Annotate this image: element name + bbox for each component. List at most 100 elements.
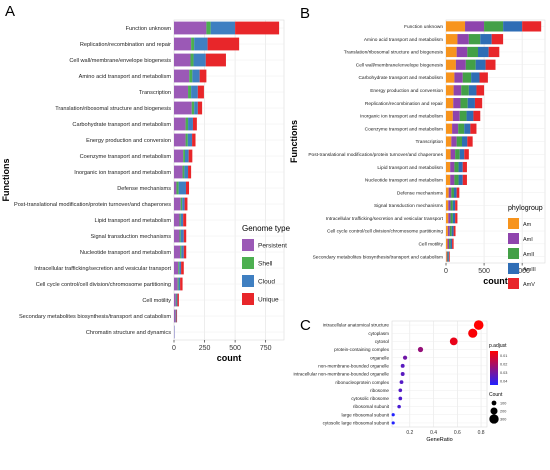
b-category-label: Intracellular trafficking/secretion and … <box>326 216 444 222</box>
a-bar-cloud-7 <box>187 133 193 147</box>
a-xlabel: count <box>217 353 242 363</box>
a-bar-persistent-6 <box>174 117 186 131</box>
b-bar-ami-9 <box>451 136 457 147</box>
a-category-label: Carbohydrate transport and metabolism <box>72 122 171 128</box>
b-legend-swatch-ami <box>508 233 519 244</box>
b-bar-amii-12 <box>454 174 459 185</box>
b-bar-amv-2 <box>488 46 500 58</box>
a-category-label: Cell cycle control/cell division/chromos… <box>36 282 171 288</box>
a-bar-shell-16 <box>177 277 179 291</box>
a-tick-label: 500 <box>229 345 241 352</box>
b-category-label: Transcription <box>415 139 443 145</box>
b-bar-amiii-18 <box>448 251 450 262</box>
b-bar-amii-9 <box>456 136 462 147</box>
b-bar-amiii-3 <box>475 59 486 70</box>
a-bar-persistent-7 <box>174 133 186 147</box>
b-bar-ami-6 <box>453 98 461 109</box>
c-category-label: intracellular anatomical structure <box>323 323 390 328</box>
b-bar-amiii-4 <box>471 72 480 83</box>
a-bar-persistent-1 <box>174 37 192 51</box>
b-bar-amii-15 <box>450 213 453 224</box>
a-category-label: Function unknown <box>126 26 171 32</box>
c-dot-4 <box>402 355 408 360</box>
b-bar-am-15 <box>446 213 449 224</box>
c-colorbar-tick: 0.01 <box>500 354 507 358</box>
a-legend-title: Genome type <box>242 224 291 233</box>
b-bar-ami-17 <box>447 238 450 249</box>
a-bar-cloud-1 <box>194 37 208 51</box>
b-bar-ami-0 <box>465 21 485 32</box>
b-category-label: Inorganic ion transport and metabolism <box>360 114 443 120</box>
b-bar-amiii-10 <box>459 149 465 160</box>
a-bar-unique-10 <box>185 181 190 195</box>
c-dot-6 <box>400 372 405 376</box>
b-bar-am-2 <box>446 46 457 58</box>
b-bar-am-12 <box>446 174 451 185</box>
c-size-legend-dot <box>489 414 499 424</box>
b-category-label: Amino acid transport and metabolism <box>364 37 443 43</box>
a-bar-unique-11 <box>184 197 188 211</box>
b-bar-ami-5 <box>453 85 462 96</box>
a-bar-shell-0 <box>206 21 211 35</box>
b-bar-ami-15 <box>448 213 451 224</box>
c-dot-1 <box>468 328 478 338</box>
a-category-label: Secondary metabolites biosynthesis/trans… <box>19 314 171 320</box>
b-bar-amiii-9 <box>461 136 468 147</box>
b-bar-ami-11 <box>450 161 455 173</box>
a-category-label: Coenzyme transport and metabolism <box>80 154 172 160</box>
b-bar-amiii-6 <box>467 98 475 109</box>
a-category-label: Inorganic ion transport and metabolism <box>74 170 171 176</box>
a-bar-shell-5 <box>191 101 195 115</box>
b-bar-ami-8 <box>452 123 459 134</box>
b-bar-amv-9 <box>467 136 473 147</box>
b-bar-am-7 <box>446 110 453 122</box>
c-tick-label: 0.2 <box>406 430 413 436</box>
b-bar-amiii-0 <box>503 21 523 32</box>
a-bar-cloud-9 <box>184 165 189 179</box>
a-legend-label-unique: Unique <box>258 297 279 304</box>
b-bar-am-16 <box>446 225 448 237</box>
b-bar-amv-4 <box>479 72 488 83</box>
a-category-label: Signal transduction mechanisms <box>90 234 171 240</box>
a-bar-unique-13 <box>183 229 187 243</box>
a-bar-shell-12 <box>179 213 181 227</box>
c-size-legend-title: Count <box>489 392 503 398</box>
b-bar-ami-13 <box>448 187 452 198</box>
c-size-legend-label: 200 <box>500 410 506 414</box>
a-bar-persistent-13 <box>174 229 180 243</box>
c-size-legend-label: 100 <box>500 402 506 406</box>
b-bar-ami-16 <box>447 225 450 237</box>
a-bar-shell-10 <box>176 181 179 195</box>
b-bar-amii-11 <box>454 161 459 173</box>
a-bar-unique-1 <box>207 37 240 51</box>
b-bar-am-18 <box>446 251 447 262</box>
b-category-label: Nucleotide transport and metabolism <box>365 178 443 184</box>
a-bar-shell-13 <box>179 229 181 243</box>
b-bar-amii-7 <box>459 110 467 122</box>
b-bar-am-6 <box>446 98 454 109</box>
b-bar-am-10 <box>446 149 451 160</box>
a-bar-shell-15 <box>178 261 180 275</box>
b-category-label: Cell cycle control/cell division/chromos… <box>327 229 443 235</box>
b-bar-am-11 <box>446 161 451 173</box>
a-bar-cloud-13 <box>180 229 184 243</box>
c-color-legend-title: p.adjust <box>489 343 507 349</box>
a-bar-persistent-3 <box>174 69 190 83</box>
a-category-label: Defense mechanisms <box>117 186 171 192</box>
b-bar-amii-16 <box>449 225 452 237</box>
b-legend-label-amv: AmV <box>523 282 535 288</box>
c-colorbar-tick: 0.03 <box>500 371 507 375</box>
b-bar-ami-2 <box>456 46 468 58</box>
a-bar-shell-4 <box>188 85 192 99</box>
a-bar-persistent-14 <box>174 245 181 259</box>
a-bar-shell-14 <box>180 245 182 259</box>
c-category-label: ribosome <box>370 388 389 393</box>
c-category-label: cytoplasm <box>368 331 389 336</box>
panel-letter-c: C <box>300 317 311 334</box>
c-size-legend-dot <box>490 407 498 415</box>
c-category-label: cytosolic ribosome <box>351 396 389 401</box>
a-bar-persistent-12 <box>174 213 180 227</box>
a-category-label: Energy production and conversion <box>86 138 171 144</box>
b-bar-amiii-8 <box>464 123 471 134</box>
